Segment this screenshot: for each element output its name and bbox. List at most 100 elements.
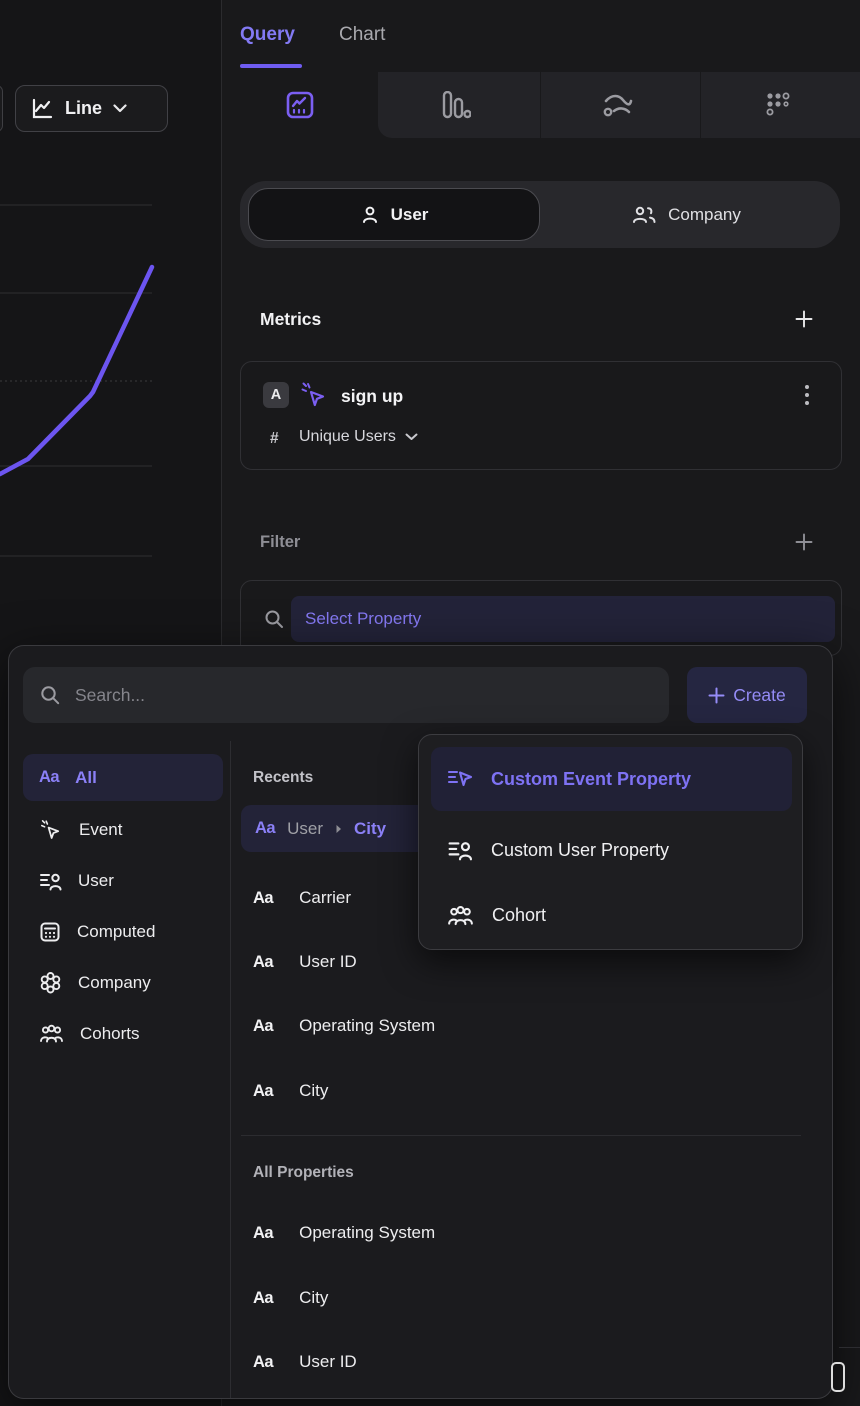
metric-aggregation-label: Unique Users — [299, 428, 396, 445]
line-chart-icon — [32, 98, 53, 118]
picker-search-input[interactable] — [75, 684, 653, 706]
metric-event-name[interactable]: sign up — [341, 386, 404, 406]
event-cursor-icon — [41, 819, 60, 839]
property-item[interactable]: Aa Operating System — [241, 1213, 447, 1253]
chart-type-tab-retention[interactable] — [700, 72, 856, 138]
aa-glyph: Aa — [253, 1352, 274, 1371]
filter-section-title: Filter — [260, 533, 301, 551]
property-item-label: User ID — [299, 952, 357, 971]
property-item[interactable]: Aa Carrier — [241, 878, 363, 918]
entity-option-label: User — [390, 204, 429, 224]
property-item-label: Carrier — [299, 888, 352, 907]
create-option-custom-event-property[interactable]: Custom Event Property — [431, 747, 792, 811]
category-computed[interactable]: Computed — [23, 908, 223, 955]
property-picker-popup: Create Aa All Event User — [8, 645, 833, 1399]
category-event[interactable]: Event — [23, 806, 223, 853]
property-item[interactable]: Aa City — [241, 1071, 340, 1111]
aa-glyph: Aa — [253, 888, 274, 907]
entity-option-company[interactable]: Company — [540, 181, 832, 248]
picker-search-box[interactable] — [23, 667, 669, 723]
aa-glyph: Aa — [253, 1016, 274, 1035]
event-cursor-icon — [301, 382, 325, 407]
property-item-label: City — [299, 1288, 329, 1307]
entity-option-user[interactable]: User — [248, 188, 540, 241]
add-metric-button[interactable] — [794, 309, 814, 329]
property-item[interactable]: Aa City — [241, 1278, 340, 1318]
cohort-icon — [448, 905, 473, 925]
aa-glyph: Aa — [253, 952, 274, 971]
category-user[interactable]: User — [23, 857, 223, 904]
chart-type-tab-insights[interactable] — [222, 72, 378, 138]
custom-event-property-icon — [447, 770, 473, 787]
entity-option-label: Company — [668, 204, 741, 224]
search-icon — [41, 686, 60, 705]
custom-user-property-icon — [448, 842, 472, 861]
series-line — [0, 264, 155, 477]
create-option-custom-user-property[interactable]: Custom User Property — [431, 822, 792, 878]
category-label: Event — [79, 819, 123, 839]
property-item[interactable]: Aa User ID — [241, 1342, 369, 1382]
create-flyout-menu: Custom Event Property Custom User Proper… — [418, 734, 803, 950]
add-filter-button[interactable] — [794, 532, 814, 552]
line-chart-preview — [0, 204, 155, 557]
category-company[interactable]: Company — [23, 959, 223, 1006]
recent-selected-breadcrumb[interactable]: Aa User City — [241, 805, 437, 852]
metric-letter-badge: A — [263, 382, 289, 408]
chart-type-label: Line — [65, 98, 103, 118]
chevron-down-icon — [405, 433, 418, 440]
breadcrumb-parent: User — [287, 818, 323, 838]
create-option-cohort[interactable]: Cohort — [431, 887, 792, 943]
active-tab-underline — [240, 64, 302, 68]
strip-divider — [700, 72, 701, 138]
retention-dots-icon — [766, 92, 790, 116]
tab-query[interactable]: Query — [240, 24, 295, 45]
category-all[interactable]: Aa All — [23, 754, 223, 801]
chart-type-tab-bar[interactable] — [378, 72, 534, 138]
category-label: All — [75, 767, 97, 787]
chart-type-tab-flows[interactable] — [540, 72, 696, 138]
insights-line-icon — [286, 91, 314, 119]
category-label: Cohorts — [80, 1023, 140, 1043]
category-label: Computed — [77, 921, 156, 941]
property-item-label: Operating System — [299, 1016, 436, 1035]
filter-select-property-field[interactable]: Select Property — [291, 596, 835, 642]
category-label: User — [78, 870, 114, 890]
property-item[interactable]: Aa Operating System — [241, 1006, 447, 1046]
breadcrumb-child: City — [354, 818, 387, 838]
company-flower-icon — [40, 972, 61, 994]
picker-divider — [230, 741, 231, 1398]
plus-icon — [708, 687, 725, 703]
keyboard-hint — [831, 1362, 845, 1392]
category-cohorts[interactable]: Cohorts — [23, 1010, 223, 1057]
chart-type-dropdown-button[interactable]: Line — [15, 85, 168, 132]
user-list-icon — [40, 873, 62, 890]
picker-divider — [241, 1135, 801, 1136]
aa-glyph: Aa — [39, 768, 60, 786]
metric-options-button[interactable] — [805, 385, 809, 405]
create-option-label: Custom Event Property — [491, 768, 692, 789]
search-icon — [265, 610, 283, 628]
filter-card: Select Property — [240, 580, 842, 656]
flows-icon — [603, 94, 633, 117]
offscreen-button-edge — [0, 85, 3, 132]
underlying-panel-edge — [839, 1347, 860, 1348]
chart-type-strip — [222, 72, 860, 138]
strip-divider — [540, 72, 541, 138]
all-properties-group-label: All Properties — [253, 1164, 354, 1181]
property-item[interactable]: Aa User ID — [241, 942, 369, 982]
tab-chart[interactable]: Chart — [339, 24, 386, 45]
entity-toggle: User Company — [240, 181, 840, 248]
recents-group-label: Recents — [253, 769, 314, 786]
chevron-down-icon — [113, 104, 127, 113]
aa-glyph: Aa — [253, 1081, 274, 1100]
breadcrumb-arrow-icon — [336, 824, 341, 833]
metric-aggregation-dropdown[interactable]: Unique Users — [299, 428, 418, 446]
property-item-label: City — [299, 1081, 329, 1100]
metrics-section-title: Metrics — [260, 309, 322, 329]
bar-chart-icon — [442, 91, 471, 119]
calculator-icon — [40, 922, 60, 941]
cohorts-icon — [40, 1024, 63, 1043]
create-button[interactable]: Create — [687, 667, 807, 723]
metric-card: A sign up # Unique Users — [240, 361, 842, 470]
